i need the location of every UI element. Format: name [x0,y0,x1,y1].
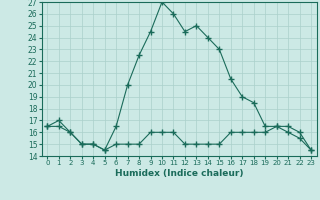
X-axis label: Humidex (Indice chaleur): Humidex (Indice chaleur) [115,169,244,178]
